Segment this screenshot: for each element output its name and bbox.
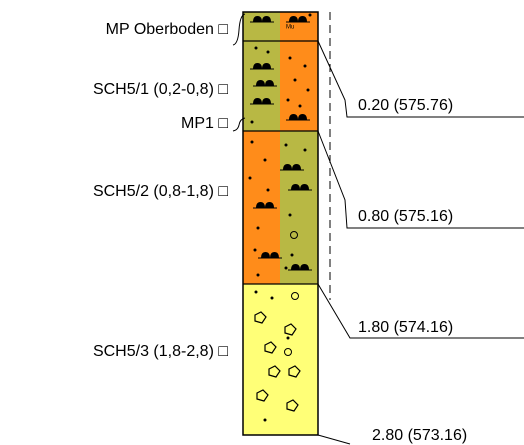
layer-label: SCH5/1 (0,2-0,8) □: [93, 81, 228, 98]
leader-line: [317, 434, 351, 445]
depth-label: 0.80 (575.16): [358, 208, 453, 225]
layer-3: [243, 131, 318, 284]
layer-1: [243, 12, 318, 41]
layer-symbols: [248, 13, 313, 422]
layer-boundaries: [243, 40, 318, 285]
sample-label: MP Oberboden □: [106, 21, 229, 38]
leader-line: [317, 283, 524, 339]
depth-label: 0.20 (575.76): [358, 97, 453, 114]
bracket: [232, 117, 246, 132]
layer-code: Mu: [286, 25, 294, 31]
column-border: [242, 11, 319, 436]
depth-label: 2.80 (573.16): [372, 427, 467, 444]
leader-line: [317, 40, 524, 118]
sample-label: MP1 □: [181, 115, 228, 132]
bracket: [232, 13, 246, 46]
layer-label: SCH5/2 (0,8-1,8) □: [93, 183, 228, 200]
leader-line: [317, 130, 524, 229]
depth-label: 1.80 (574.16): [358, 319, 453, 336]
layer-4: [243, 284, 318, 435]
layer-label: SCH5/3 (1,8-2,8) □: [93, 343, 228, 360]
